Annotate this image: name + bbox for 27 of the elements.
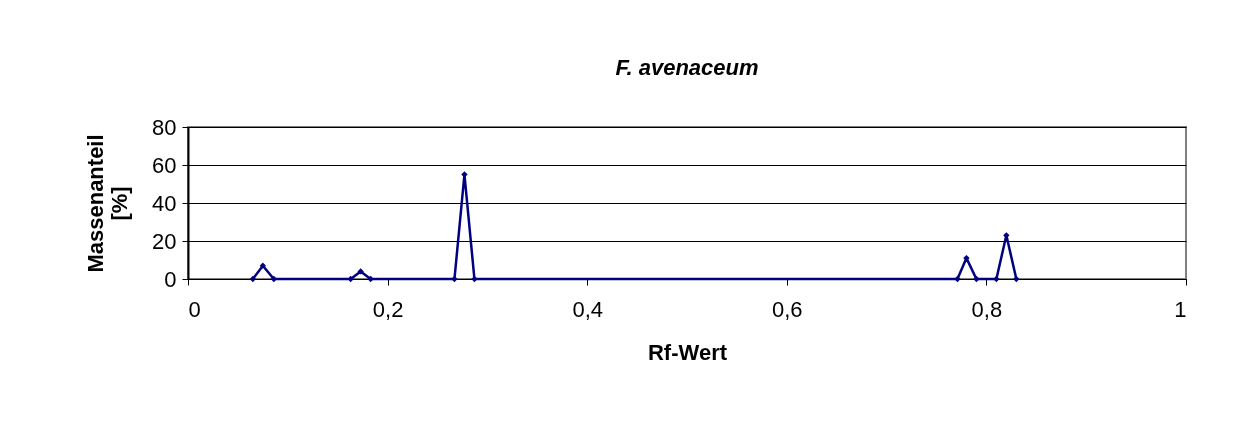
point xyxy=(461,171,468,178)
y-tick-label: 80 xyxy=(152,114,177,140)
point xyxy=(367,275,374,283)
point xyxy=(347,275,354,283)
y-tick-label: 40 xyxy=(152,190,177,216)
point xyxy=(993,275,1000,283)
point xyxy=(249,275,257,283)
chart-title: F. avenaceum xyxy=(615,55,759,80)
x-tick-label: 0 xyxy=(188,296,201,322)
point xyxy=(471,275,478,283)
y-tick-label: 0 xyxy=(164,266,177,292)
point xyxy=(451,275,458,283)
y-tick-label: 20 xyxy=(152,228,177,254)
y-tick-label: 60 xyxy=(152,152,177,178)
point xyxy=(954,275,961,283)
point xyxy=(270,275,277,283)
y-axis-title: Massenanteil [%] xyxy=(83,134,133,273)
x-tick-label: 0,2 xyxy=(372,296,404,322)
x-tick-label: 0,4 xyxy=(572,296,603,322)
point xyxy=(973,275,980,283)
x-tick-label: 0,6 xyxy=(772,296,803,322)
point xyxy=(1013,275,1020,283)
point xyxy=(259,262,267,269)
x-tick-label: 1 xyxy=(1174,296,1187,322)
point xyxy=(357,268,364,275)
x-tick-label: 0,8 xyxy=(971,296,1003,322)
x-axis-title: Rf-Wert xyxy=(647,339,728,365)
